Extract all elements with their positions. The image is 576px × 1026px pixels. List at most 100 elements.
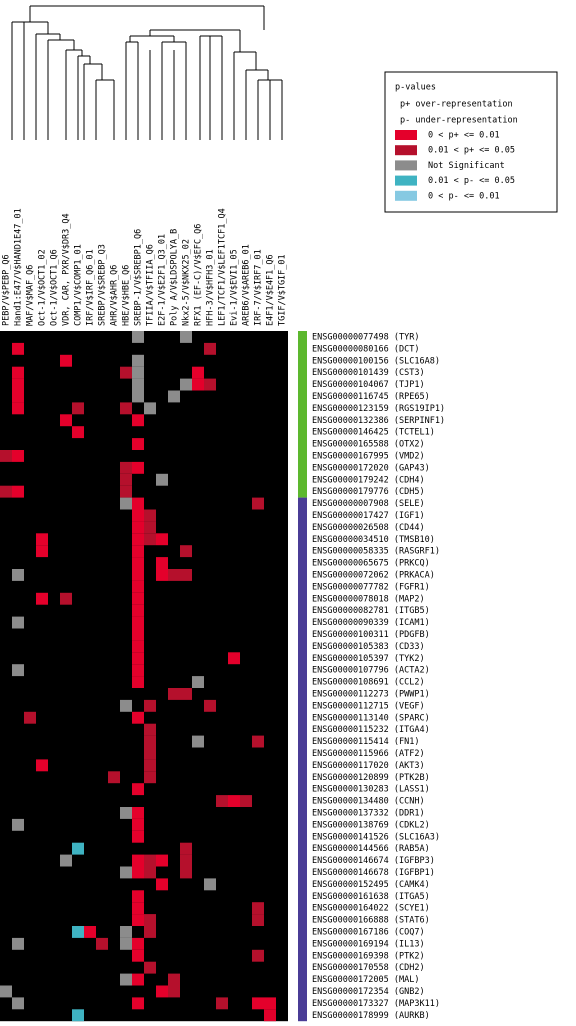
heatmap-cell [144,747,156,760]
heatmap-cell [12,378,24,391]
heatmap-cell [132,616,144,629]
row-label: ENSG00000105397 (TYK2) [312,654,425,664]
heatmap-cell [192,735,204,748]
heatmap-cell [180,866,192,879]
row-label: ENSG00000146425 (TCTEL1) [312,428,435,438]
heatmap-cell [132,378,144,391]
heatmap-cell [12,366,24,379]
column-label: Oct-1/V$OCT1_02 [38,249,48,326]
heatmap-cell [216,997,228,1010]
heatmap-cell [132,604,144,617]
heatmap-cell [12,485,24,498]
legend-label: 0.01 < p+ <= 0.05 [428,146,515,156]
column-label: PEBP/V$PEBP_Q6 [2,254,12,326]
heatmap-cell [156,854,168,867]
row-label: ENSG00000082781 (ITGB5) [312,606,430,616]
heatmap-cell [132,783,144,796]
heatmap-cell [132,937,144,950]
heatmap-cell [24,711,36,724]
heatmap-cell [60,854,72,867]
heatmap-cell [72,926,84,938]
heatmap-cell [132,664,144,677]
heatmap-cell [132,461,144,474]
row-label: ENSG00000100156 (SLC16A8) [312,356,440,366]
column-label: Hand1:E47/V$HAND1E47_01 [14,208,24,326]
heatmap-cell [132,438,144,450]
legend-label: 0 < p- <= 0.01 [428,191,500,201]
heatmap-cell [168,973,180,986]
row-label: ENSG00000115414 (FN1) [312,737,419,747]
heatmap-cell [132,818,144,831]
heatmap-cell [60,592,72,605]
column-label: VDR, CAR, PXR/V$DR3_Q4 [62,213,72,326]
heatmap-cell [132,890,144,903]
legend-label: Not Significant [428,161,505,171]
heatmap-cell [132,676,144,688]
column-label: TGIF/V$TGIF_01 [278,254,288,326]
heatmap-cell [12,937,24,950]
heatmap-cell [120,497,132,510]
heatmap-cell [120,402,132,415]
row-label: ENSG00000120899 (PTK2B) [312,773,430,783]
row-label: ENSG00000172020 (GAP43) [312,463,430,473]
row-label: ENSG00000017427 (IGF1) [312,511,425,521]
row-label: ENSG00000116745 (RPE65) [312,392,430,402]
heatmap-cell [120,926,132,938]
heatmap-cell [132,628,144,641]
heatmap-cell [120,937,132,950]
row-label: ENSG00000152495 (CAMK4) [312,880,430,890]
heatmap-cell [132,354,144,367]
heatmap-cell [204,699,216,712]
column-label: LEF1/TCF1/V$LEF1TCF1_Q4 [218,208,228,326]
row-label: ENSG00000138769 (CDKL2) [312,820,430,830]
heatmap-cell [192,676,204,688]
heatmap-cell [180,854,192,867]
heatmap-cell [144,533,156,546]
column-label: E4F1/V$E4F1_Q6 [266,254,276,326]
heatmap-cell [0,985,12,998]
heatmap-cell [12,997,24,1010]
row-label: ENSG00000130283 (LASS1) [312,785,430,795]
row-label: ENSG00000165588 (OTX2) [312,440,425,450]
heatmap-cell [12,450,24,462]
heatmap-cell [84,926,96,938]
dendrogram [11,5,283,140]
legend-swatch [395,160,417,171]
heatmap-cell [132,509,144,522]
heatmap-cell [72,426,84,439]
heatmap-cell [0,450,12,462]
heatmap-cell [192,366,204,379]
heatmap-cell [144,699,156,712]
heatmap-cell [252,949,264,962]
heatmap-cell [216,795,228,807]
heatmap-cell [120,366,132,379]
column-label: RFX1 (EF-C)/V$EFC_Q6 [194,224,204,326]
row-label: ENSG00000167186 (COQ7) [312,927,425,937]
row-label: ENSG00000072062 (PRKACA) [312,570,435,580]
column-label: AHR/V$AHR_Q6 [110,265,120,326]
column-label: AREB6/V$AREB6_01 [242,244,252,326]
column-label: HBE/V$HBE_Q6 [122,265,132,326]
heatmap-cell [204,378,216,391]
heatmap-cell [144,402,156,415]
row-label: ENSG00000172005 (MAL) [312,975,419,985]
row-label: ENSG00000170558 (CDH2) [312,963,425,973]
heatmap-cell [156,878,168,891]
heatmap-cell [144,914,156,926]
heatmap-cell [12,390,24,403]
row-label: ENSG00000104067 (TJP1) [312,380,425,390]
column-label: SREBP/V$SREBP_Q3 [98,244,108,326]
row-label: ENSG00000077498 (TYR) [312,332,419,342]
heatmap-cell [96,937,108,950]
heatmap-cell [132,366,144,379]
row-label: ENSG00000169398 (PTK2) [312,951,425,961]
heatmap-cell [120,473,132,486]
heatmap-cell [132,949,144,962]
heatmap-cell [144,854,156,867]
heatmap-cell [72,842,84,855]
row-label: ENSG00000105383 (CD33) [312,642,425,652]
heatmap-cell [132,866,144,879]
legend-swatch [395,175,417,186]
heatmap-cell [264,997,276,1010]
